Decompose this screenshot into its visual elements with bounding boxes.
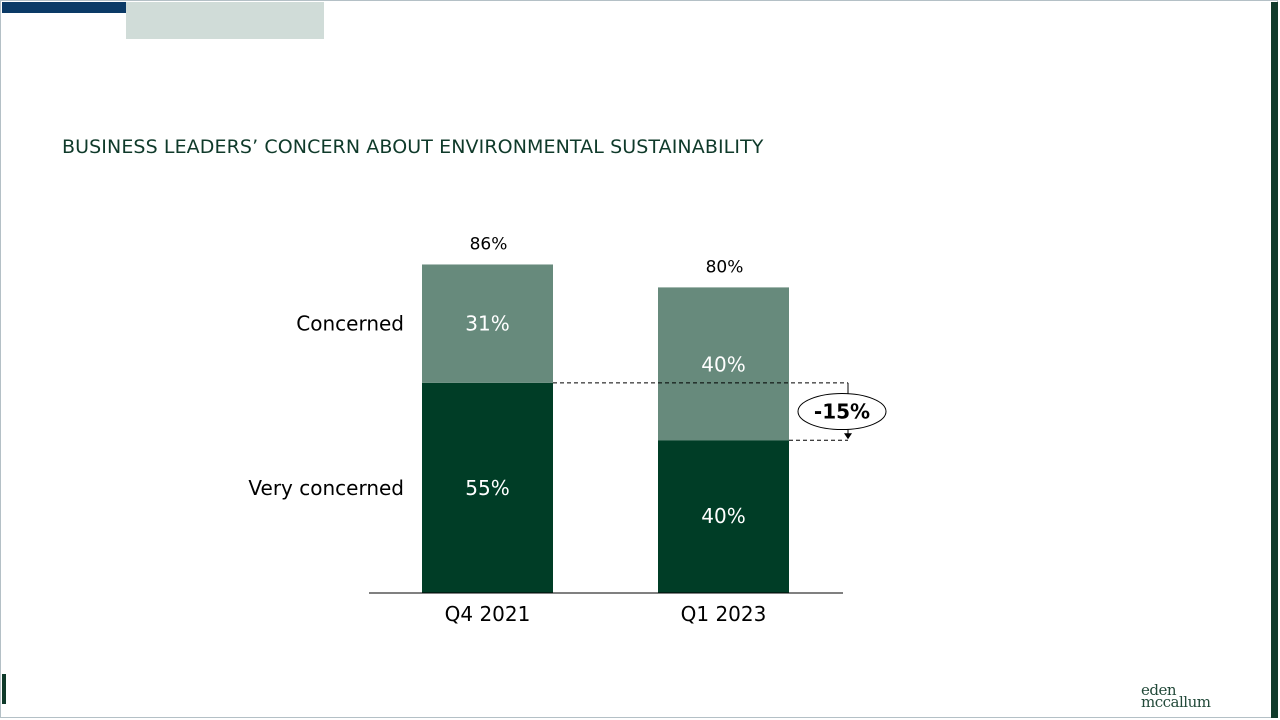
total-label-2: 80%: [706, 257, 744, 277]
logo-line-1: eden: [1141, 681, 1177, 699]
logo-line-2: mccallum: [1141, 693, 1211, 711]
eden-mccallum-logo: eden mccallum: [1141, 681, 1231, 712]
annotation-ellipse: [797, 393, 887, 431]
top-accent-grey-bar: [126, 2, 324, 39]
x-tick-label-1: Q4 2021: [445, 602, 531, 626]
annotation-arrow-head: [844, 433, 852, 440]
data-label-very-concerned-2: 40%: [701, 504, 745, 528]
data-label-very-concerned-1: 55%: [465, 476, 509, 500]
data-label-concerned-2: 40%: [701, 352, 745, 376]
legend-label-concerned: Concerned: [296, 312, 404, 336]
legend-label-very-concerned: Very concerned: [248, 476, 404, 500]
right-edge-bar: [1271, 2, 1278, 718]
bar-concerned-1: [422, 264, 553, 383]
annotation-label: -15%: [814, 400, 870, 424]
total-label-1: 86%: [470, 234, 508, 254]
left-edge-bar: [2, 674, 6, 704]
top-accent-navy-bar: [2, 2, 236, 13]
bar-very-concerned-2: [658, 440, 789, 593]
data-label-concerned-1: 31%: [465, 312, 509, 336]
x-tick-label-2: Q1 2023: [681, 602, 767, 626]
bar-very-concerned-1: [422, 382, 553, 593]
chart-title: BUSINESS LEADERS’ CONCERN ABOUT ENVIRONM…: [62, 136, 764, 158]
bar-concerned-2: [658, 287, 789, 441]
